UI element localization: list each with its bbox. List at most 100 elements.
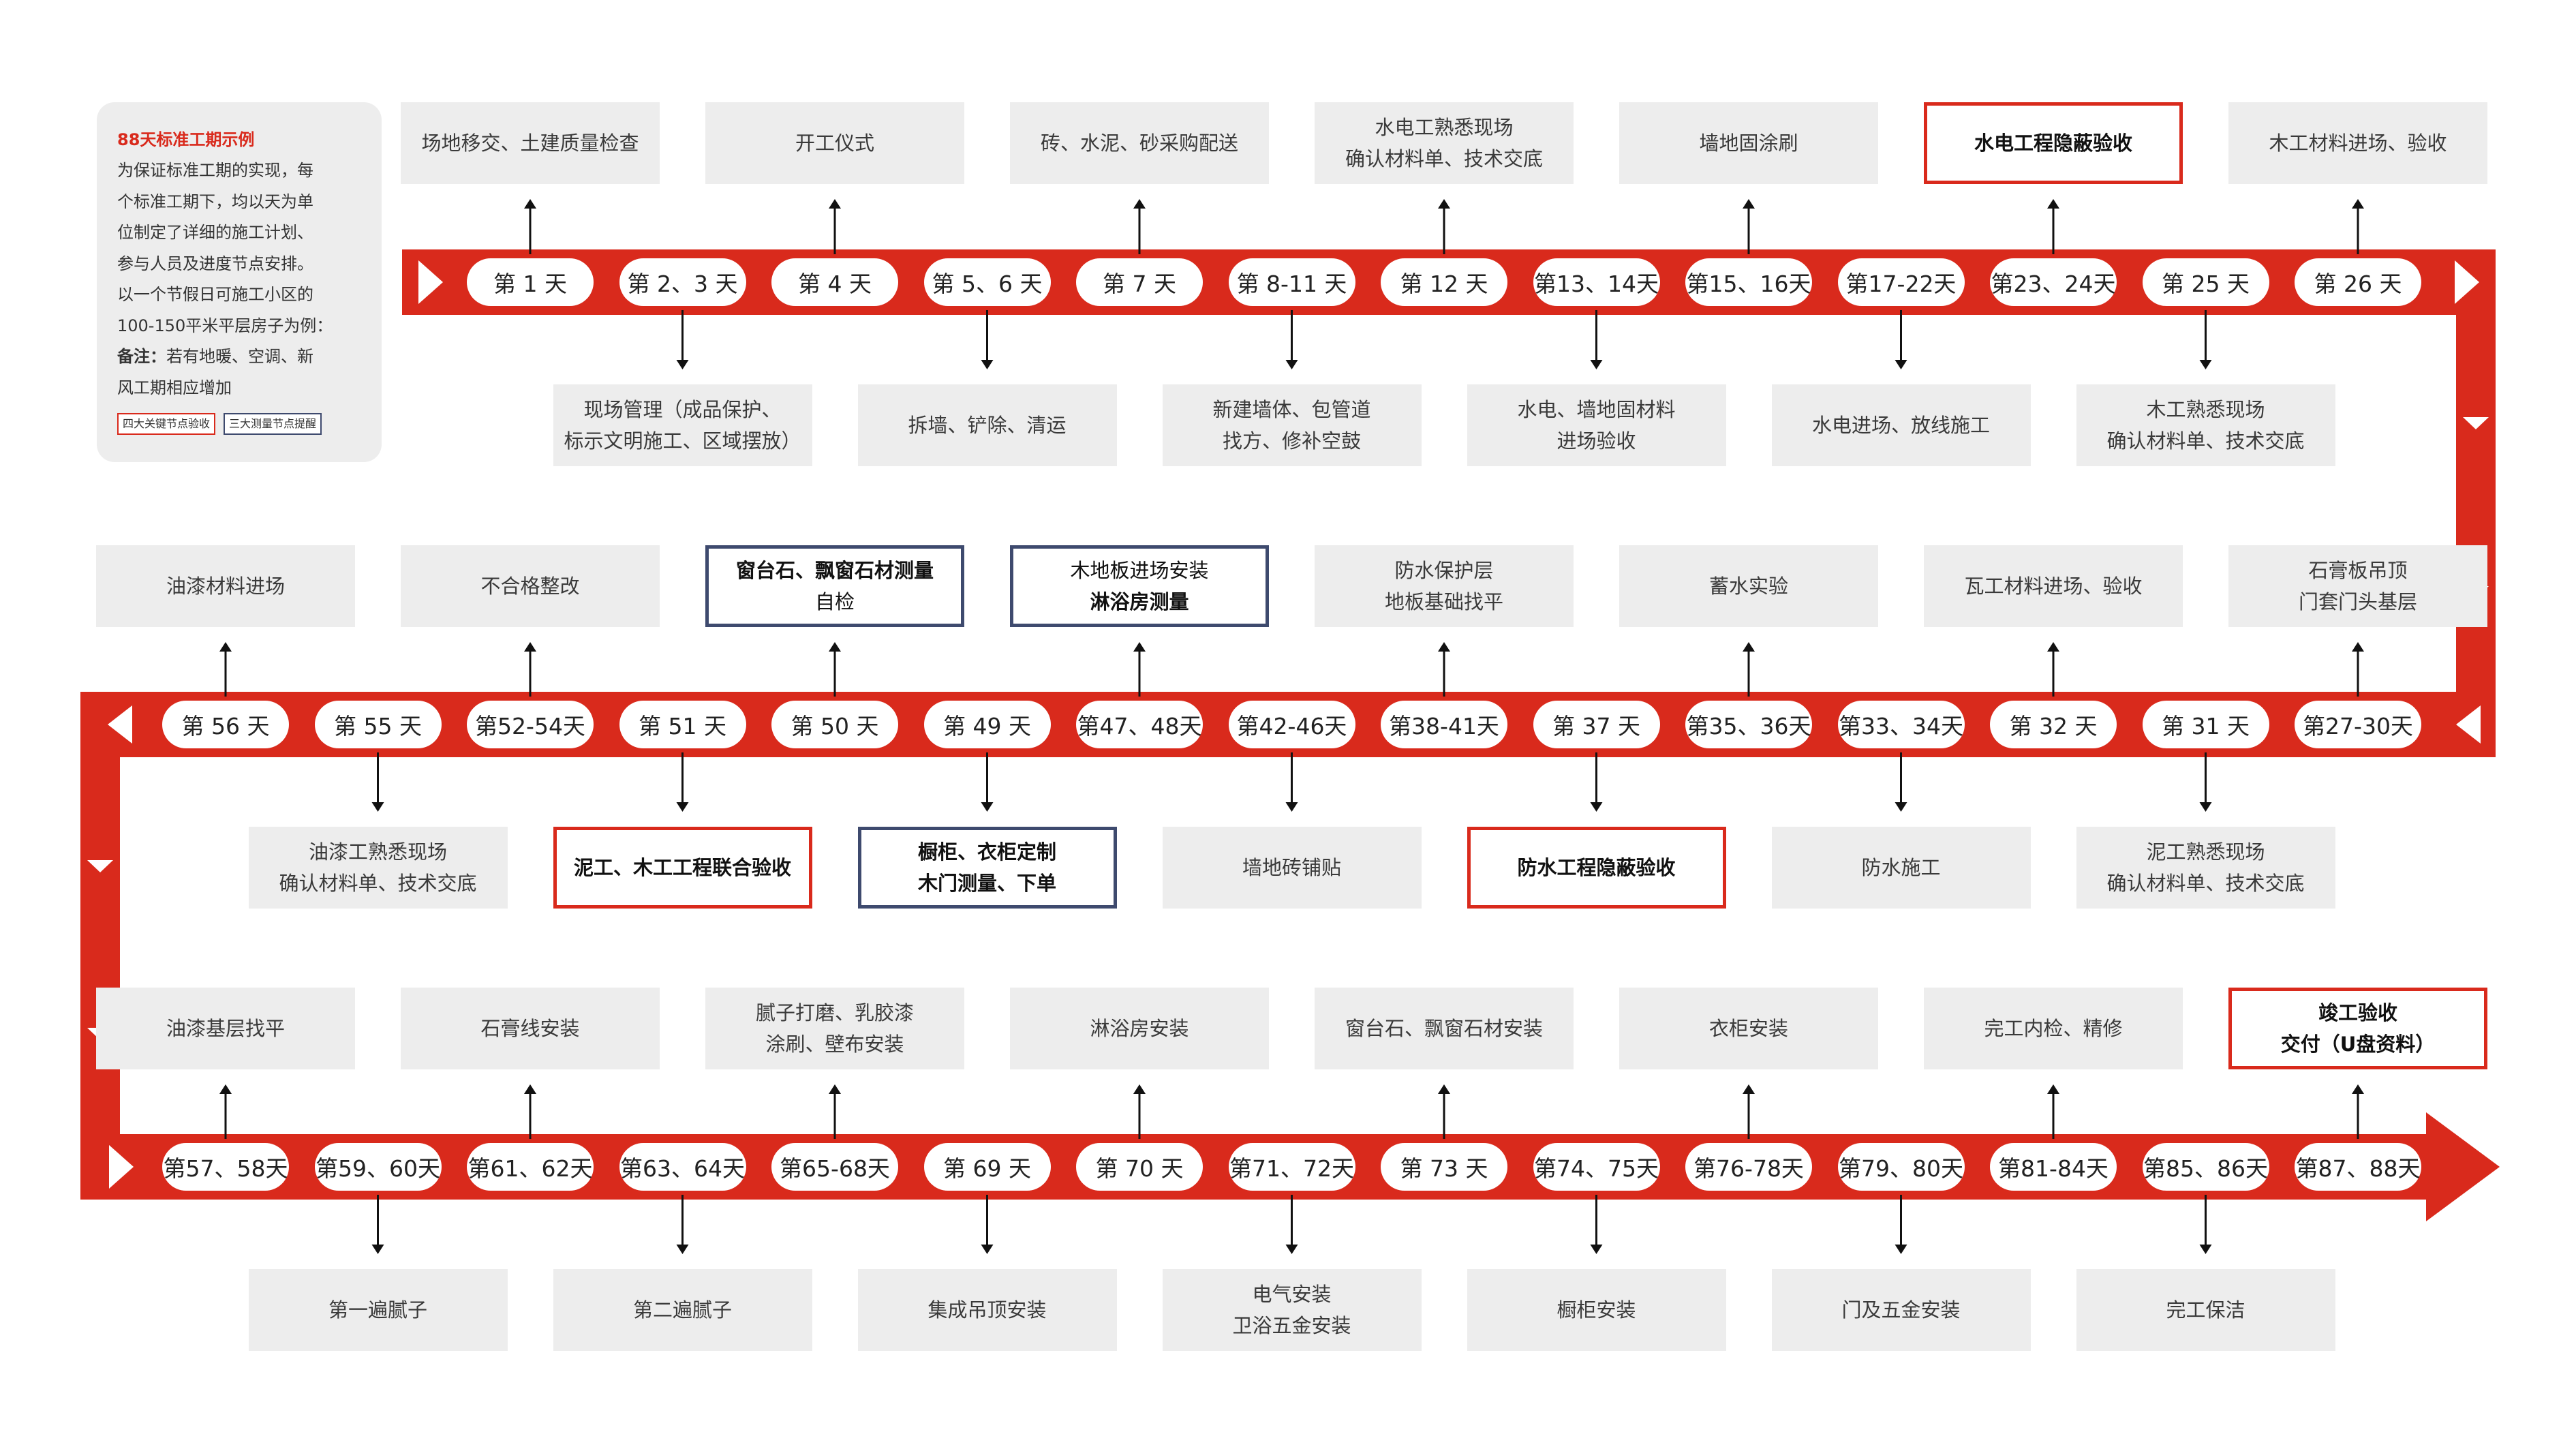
day-marker: 第 51 天 xyxy=(619,701,746,748)
day-marker: 第33、34天 xyxy=(1837,701,1965,748)
day-marker: 第23、24天 xyxy=(1990,258,2117,306)
task-label: 衣柜安装 xyxy=(1708,1017,1788,1040)
arrow-up-icon xyxy=(1438,199,1450,209)
task-below: 现场管理（成品保护、 标示文明施工、区域摆放） xyxy=(553,384,812,466)
day-marker: 第17-22天 xyxy=(1837,258,1965,306)
task-label-line-2: 自检 xyxy=(814,590,855,613)
task-label: 水电工程隐蔽验收 xyxy=(1974,132,2132,155)
task-above: 窗台石、飘窗石材安装 xyxy=(1315,988,1574,1069)
arrow-up-icon xyxy=(2047,1084,2059,1094)
legend-note: 备注：若有地暖、空调、新 风工期相应增加 xyxy=(117,341,361,403)
down-chevron-icon xyxy=(2463,417,2489,429)
legend-panel: 88天标准工期示例 为保证标准工期的实现，每 个标准工期下，均以天为单 位制定了… xyxy=(97,102,382,462)
arrow-up-icon xyxy=(524,199,536,209)
task-label: 橱柜安装 xyxy=(1557,1298,1636,1322)
day-marker: 第 69 天 xyxy=(923,1143,1051,1191)
task-label: 水电、墙地固材料 进场验收 xyxy=(1517,398,1676,453)
direction-arrow-icon xyxy=(2456,705,2481,744)
task-label: 开工仪式 xyxy=(795,132,874,155)
day-marker: 第71、72天 xyxy=(1228,1143,1355,1191)
task-label-line-1: 窗台石、飘窗石材测量 xyxy=(735,559,934,582)
arrow-down-icon xyxy=(1285,802,1298,812)
task-label: 淋浴房安装 xyxy=(1090,1017,1189,1040)
arrow-up-icon xyxy=(1133,1084,1146,1094)
task-label: 电气安装 卫浴五金安装 xyxy=(1232,1283,1351,1337)
day-marker: 第 55 天 xyxy=(314,701,442,748)
task-label-line-2: 淋浴房测量 xyxy=(1090,590,1189,613)
day-marker: 第52-54天 xyxy=(467,701,594,748)
day-marker: 第76-78天 xyxy=(1685,1143,1812,1191)
arrow-up-icon xyxy=(524,642,536,652)
arrow-up-icon xyxy=(1133,199,1146,209)
task-label: 油漆工熟悉现场 确认材料单、技术交底 xyxy=(279,840,477,895)
task-below: 水电进场、放线施工 xyxy=(1771,384,2031,466)
task-above: 木地板进场安装 淋浴房测量 xyxy=(1010,545,1269,627)
arrow-up-icon xyxy=(524,1084,536,1094)
arrow-down-icon xyxy=(676,1245,689,1254)
task-above: 淋浴房安装 xyxy=(1010,988,1269,1069)
day-marker: 第61、62天 xyxy=(467,1143,594,1191)
task-below: 拆墙、铲除、清运 xyxy=(857,384,1117,466)
day-marker: 第57、58天 xyxy=(162,1143,289,1191)
task-label: 油漆材料进场 xyxy=(166,575,285,598)
legend-tag-key-acceptance: 四大关键节点验收 xyxy=(117,413,216,435)
task-above: 腻子打磨、乳胶漆 涂刷、壁布安装 xyxy=(705,988,964,1069)
task-below: 橱柜安装 xyxy=(1467,1269,1726,1351)
day-marker: 第38-41天 xyxy=(1381,701,1507,748)
arrow-down-icon xyxy=(1895,1245,1907,1254)
arrow-up-icon xyxy=(829,199,841,209)
direction-arrow-icon xyxy=(109,1145,134,1189)
task-above: 衣柜安装 xyxy=(1619,988,1878,1069)
arrow-up-icon xyxy=(829,1084,841,1094)
day-marker: 第 56 天 xyxy=(162,701,289,748)
arrow-down-icon xyxy=(1590,1245,1603,1254)
task-label: 砖、水泥、砂采购配送 xyxy=(1040,132,1238,155)
task-label: 防水工程隐蔽验收 xyxy=(1517,856,1676,879)
task-above: 水电工程隐蔽验收 xyxy=(1924,102,2183,184)
arrow-up-icon xyxy=(829,642,841,652)
task-above: 防水保护层 地板基础找平 xyxy=(1315,545,1574,627)
arrow-down-icon xyxy=(1590,802,1603,812)
day-marker: 第 2、3 天 xyxy=(619,258,746,306)
task-below: 油漆工熟悉现场 确认材料单、技术交底 xyxy=(248,827,508,909)
task-label: 第一遍腻子 xyxy=(328,1298,427,1322)
task-label: 蓄水实验 xyxy=(1708,575,1788,598)
task-above: 蓄水实验 xyxy=(1619,545,1878,627)
track-connector-left xyxy=(80,692,120,1200)
day-marker: 第35、36天 xyxy=(1685,701,1812,748)
task-above: 竣工验收 交付（U盘资料） xyxy=(2228,988,2487,1069)
down-chevron-icon xyxy=(87,860,113,872)
arrow-up-icon xyxy=(2352,199,2364,209)
arrow-down-icon xyxy=(676,802,689,812)
arrow-down-icon xyxy=(981,802,994,812)
arrow-down-icon xyxy=(1285,360,1298,369)
task-label: 泥工熟悉现场 确认材料单、技术交底 xyxy=(2106,840,2305,895)
task-label: 集成吊顶安装 xyxy=(927,1298,1047,1322)
task-above: 开工仪式 xyxy=(705,102,964,184)
task-above: 场地移交、土建质量检查 xyxy=(401,102,660,184)
arrow-down-icon xyxy=(981,360,994,369)
arrow-down-icon xyxy=(1895,360,1907,369)
task-label: 窗台石、飘窗石材安装 xyxy=(1345,1017,1543,1040)
day-marker: 第79、80天 xyxy=(1837,1143,1965,1191)
task-label: 完工保洁 xyxy=(2166,1298,2245,1322)
track-end-arrow xyxy=(2426,1112,2500,1221)
day-marker: 第27-30天 xyxy=(2295,701,2421,748)
arrow-up-icon xyxy=(1743,642,1755,652)
day-marker: 第74、75天 xyxy=(1533,1143,1660,1191)
arrow-down-icon xyxy=(2199,360,2212,369)
arrow-down-icon xyxy=(1590,360,1603,369)
task-above: 水电工熟悉现场 确认材料单、技术交底 xyxy=(1315,102,1574,184)
day-marker: 第63、64天 xyxy=(619,1143,746,1191)
task-below: 木工熟悉现场 确认材料单、技术交底 xyxy=(2076,384,2335,466)
task-label: 不合格整改 xyxy=(480,575,580,598)
task-above: 木工材料进场、验收 xyxy=(2228,102,2487,184)
task-label: 拆墙、铲除、清运 xyxy=(908,414,1067,437)
task-label: 瓦工材料进场、验收 xyxy=(1964,575,2143,598)
task-label: 竣工验收 交付（U盘资料） xyxy=(2280,1001,2436,1056)
task-label: 第二遍腻子 xyxy=(632,1298,732,1322)
task-label: 墙地固涂刷 xyxy=(1699,132,1798,155)
day-marker: 第47、48天 xyxy=(1076,701,1203,748)
legend-body: 为保证标准工期的实现，每 个标准工期下，均以天为单 位制定了详细的施工计划、 参… xyxy=(117,161,333,335)
day-marker: 第85、86天 xyxy=(2142,1143,2269,1191)
